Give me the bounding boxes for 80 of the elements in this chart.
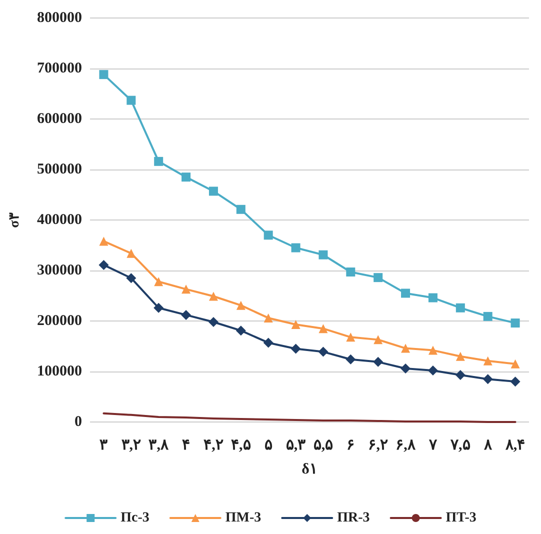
- point: [264, 313, 273, 322]
- point: [236, 326, 246, 336]
- x-tick-label: ۳: [100, 438, 108, 454]
- point: [181, 310, 192, 320]
- point: [346, 332, 356, 342]
- point: [208, 292, 218, 301]
- point: [318, 324, 328, 334]
- point: [318, 250, 328, 260]
- point: [428, 365, 438, 376]
- point: [154, 277, 164, 286]
- y-tick-label: 0: [74, 414, 82, 430]
- point: [373, 356, 384, 367]
- point: [510, 359, 520, 368]
- legend-label: ΠR-3: [337, 510, 370, 526]
- y-tick-label: 700000: [37, 60, 82, 76]
- point: [428, 293, 438, 302]
- point: [483, 312, 492, 321]
- y-tick-label: 500000: [37, 162, 82, 178]
- point: [99, 236, 108, 246]
- point: [401, 288, 410, 298]
- point: [291, 320, 300, 330]
- x-tick-label: ۸,۴: [504, 438, 526, 454]
- point: [455, 370, 466, 380]
- point: [126, 96, 136, 105]
- point: [263, 338, 274, 348]
- x-tick-label: ۵: [264, 438, 272, 454]
- point: [346, 268, 356, 277]
- x-tick-label: ۳,۲: [121, 438, 142, 454]
- point: [291, 243, 300, 252]
- point: [182, 284, 191, 294]
- point: [482, 374, 493, 384]
- point: [346, 354, 356, 364]
- y-axis-title: σ۳: [8, 212, 22, 228]
- point: [456, 303, 465, 312]
- point: [99, 70, 108, 80]
- point: [510, 376, 520, 387]
- x-tick-label: ۴,۲: [204, 438, 224, 454]
- point: [456, 352, 465, 361]
- x-tick-label: ۵,۳: [286, 438, 306, 454]
- x-tick-label: ۴,۵: [231, 438, 251, 454]
- x-tick-label: ۶: [346, 438, 355, 454]
- legend-label: ΠT-3: [446, 510, 476, 526]
- y-tick-label: 100000: [37, 364, 82, 380]
- point: [264, 230, 273, 240]
- point: [483, 356, 492, 366]
- x-tick-label: ۴: [182, 438, 190, 454]
- point: [182, 172, 191, 182]
- point: [154, 302, 164, 313]
- x-tick-label: ۷,۵: [450, 438, 470, 454]
- point: [126, 273, 136, 284]
- legend-label: ΠM-3: [225, 510, 262, 526]
- point: [236, 300, 246, 310]
- y-tick-label: 400000: [37, 212, 82, 228]
- point: [374, 273, 383, 282]
- point: [318, 346, 328, 357]
- point: [400, 363, 411, 374]
- x-tick-label: ۳,۸: [148, 438, 170, 454]
- x-tick-label: ۶,۸: [396, 438, 416, 454]
- x-axis-title: δ۱: [302, 462, 318, 478]
- point: [208, 186, 218, 196]
- point: [98, 260, 109, 270]
- y-tick-label: 200000: [37, 313, 82, 329]
- point: [374, 335, 383, 344]
- x-tick-label: ۷: [428, 438, 438, 454]
- point: [401, 344, 410, 353]
- point: [208, 317, 218, 328]
- point: [126, 248, 136, 258]
- point: [510, 318, 520, 328]
- y-tick-label: 800000: [37, 10, 82, 26]
- x-tick-label: ۵,۵: [313, 438, 334, 454]
- x-tick-label: ۶,۲: [368, 438, 388, 454]
- point: [154, 156, 164, 166]
- point: [290, 344, 301, 354]
- point: [428, 346, 438, 355]
- y-tick-label: 600000: [37, 111, 82, 127]
- line-series: [102, 412, 516, 423]
- x-tick-label: ۸: [482, 438, 493, 454]
- y-tick-label: 300000: [37, 262, 82, 278]
- legend-label: Πc-3: [120, 510, 150, 526]
- point: [236, 204, 246, 214]
